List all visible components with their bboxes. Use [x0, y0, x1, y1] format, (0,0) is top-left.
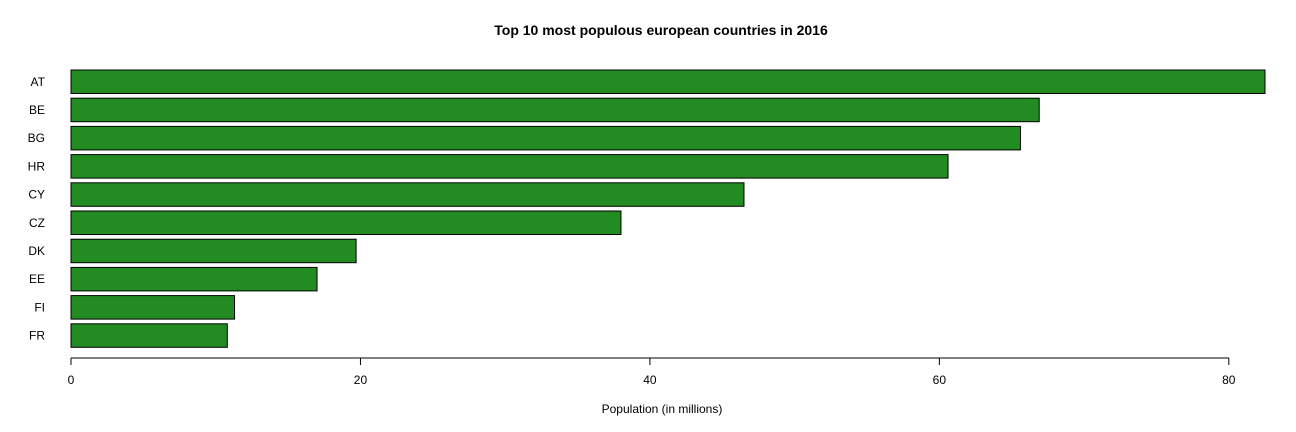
category-labels: AT BE BG HR CY CZ DK EE FI FR [28, 75, 46, 343]
category-label-be: BE [29, 103, 45, 117]
category-label-cy: CY [28, 188, 45, 202]
bar-at [70, 69, 1266, 94]
bars-group [70, 69, 1266, 348]
category-label-at: AT [31, 75, 46, 89]
category-label-fi: FI [34, 300, 45, 314]
category-label-fr: FR [29, 329, 45, 343]
x-tick-label-40: 40 [643, 373, 657, 387]
x-tick-label-60: 60 [933, 373, 947, 387]
x-axis-label: Population (in millions) [602, 402, 723, 416]
category-label-cz: CZ [29, 216, 45, 230]
x-axis: 0 20 40 60 80 [68, 357, 1236, 387]
bar-fi [70, 295, 236, 320]
bar-dk [70, 238, 357, 264]
bar-cz [70, 210, 622, 235]
x-tick-label-0: 0 [68, 373, 75, 387]
bar-bg [70, 125, 1021, 151]
category-label-ee: EE [29, 272, 45, 286]
bar-be [70, 97, 1040, 123]
x-tick-label-20: 20 [354, 373, 368, 387]
chart-title: Top 10 most populous european countries … [494, 22, 828, 38]
category-label-dk: DK [28, 244, 45, 258]
bar-cy [70, 182, 745, 207]
category-label-bg: BG [28, 131, 45, 145]
bar-hr [70, 154, 949, 179]
category-label-hr: HR [28, 159, 46, 173]
bar-ee [70, 266, 318, 292]
bar-fr [70, 323, 228, 348]
x-tick-label-80: 80 [1222, 373, 1236, 387]
